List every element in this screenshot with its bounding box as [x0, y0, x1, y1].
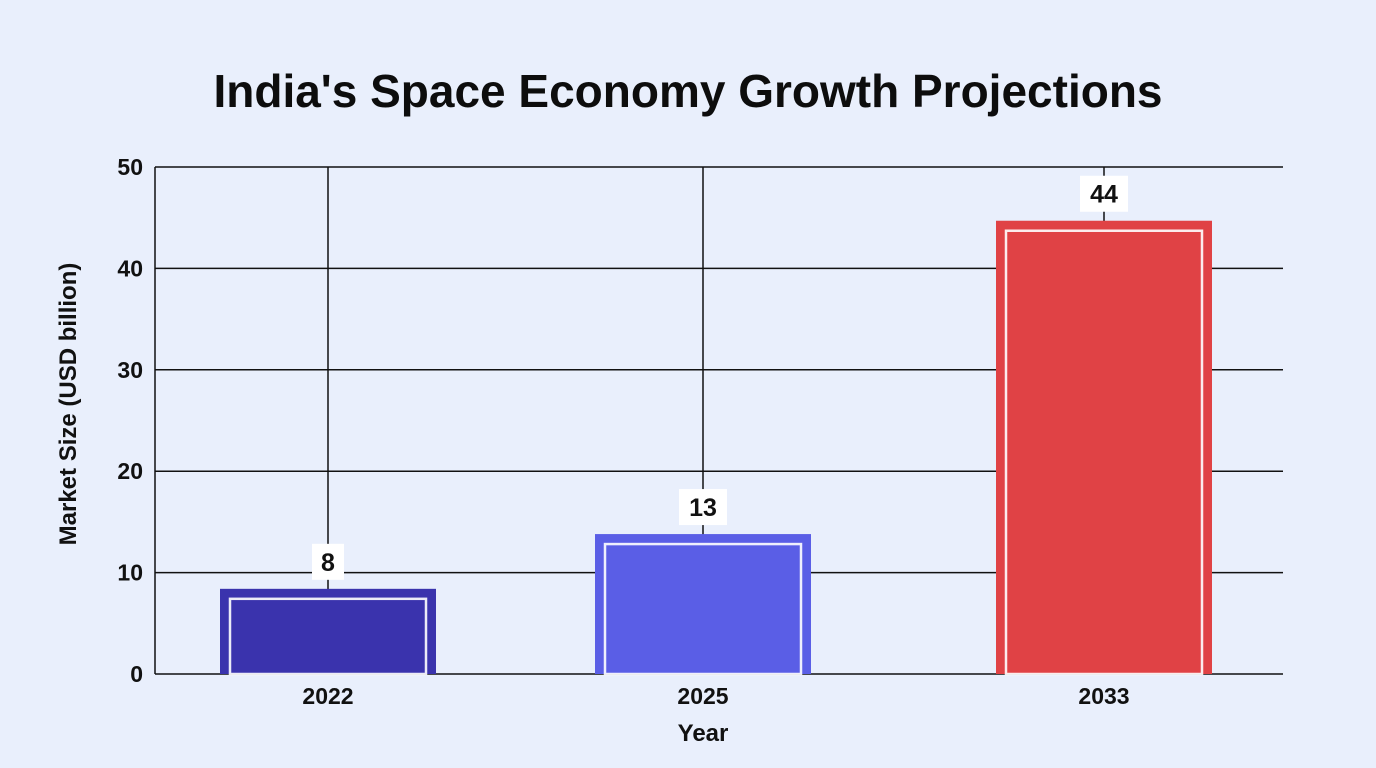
y-tick-label: 10 — [117, 560, 143, 586]
data-label-box — [312, 543, 344, 580]
y-axis-title: Market Size (USD billion) — [55, 263, 82, 546]
x-axis-ticks: 2022 2025 2033 — [302, 683, 1129, 709]
x-tick-label: 2033 — [1078, 683, 1129, 709]
bar-2033 — [996, 220, 1212, 674]
chart-title: India's Space Economy Growth Projections — [213, 65, 1162, 117]
y-tick-label: 0 — [130, 661, 143, 687]
bar-inner-outline — [603, 542, 803, 676]
data-labels: 8 13 44 — [312, 175, 1128, 580]
y-tick-label: 50 — [117, 154, 143, 180]
data-label-2033: 44 — [1090, 181, 1118, 209]
bars — [220, 220, 1212, 676]
y-tick-label: 40 — [117, 255, 143, 281]
y-tick-label: 20 — [117, 458, 143, 484]
bar-inner-outline — [228, 597, 428, 676]
data-label-box — [679, 489, 727, 526]
bar-inner-outline — [1004, 229, 1204, 676]
bar-2025 — [595, 534, 811, 674]
data-label-2022: 8 — [321, 549, 335, 577]
x-tick-label: 2022 — [302, 683, 353, 709]
y-tick-label: 30 — [117, 357, 143, 383]
bar-2022 — [220, 588, 436, 674]
x-tick-label: 2025 — [677, 683, 728, 709]
data-label-2025: 13 — [689, 494, 717, 522]
x-axis-title: Year — [678, 720, 729, 747]
data-label-box — [1080, 175, 1128, 212]
y-axis-ticks: 0 10 20 30 40 50 — [117, 154, 143, 687]
